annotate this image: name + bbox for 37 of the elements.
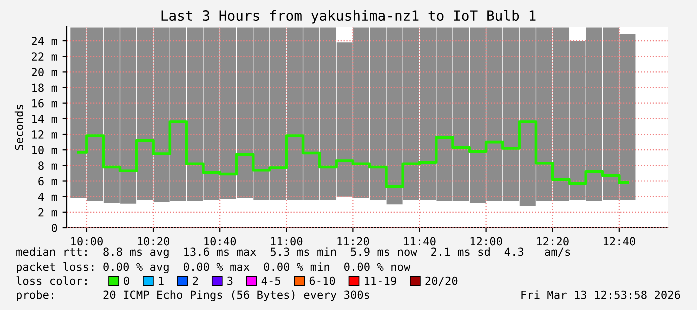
y-tick-label: 0	[52, 224, 58, 232]
y-axis-title: Seconds	[14, 105, 24, 150]
x-tick-label: 10:20	[138, 237, 170, 246]
y-tick-label: 12 m	[32, 130, 58, 139]
x-tick-label: 10:40	[204, 237, 236, 246]
legend-label: 20/20	[426, 276, 458, 286]
y-tick-label: 14 m	[32, 115, 58, 124]
x-tick-label: 11:00	[271, 237, 303, 246]
chart-title: Last 3 Hours from yakushima-nz1 to IoT Bulb 1	[162, 10, 536, 24]
x-tick-label: 12:00	[470, 237, 502, 246]
legend-label: 0	[124, 276, 130, 286]
y-tick-label: 4 m	[38, 192, 58, 202]
legend-label: 3	[228, 276, 233, 286]
text: probe: 20 ICMP Echo Pings (56 Bytes) every 300s	[17, 290, 370, 302]
x-tick-label: 11:20	[338, 237, 370, 246]
text: packet loss: 0.00 % avg 0.00 % max 0.00 % min 0.00 % now	[17, 262, 411, 274]
text: Fri Mar 13 12:53:58 2026	[522, 290, 680, 300]
legend-label: 4-5	[262, 276, 280, 286]
y-tick-label: 6 m	[38, 177, 58, 186]
y-tick-label: 22 m	[32, 52, 58, 61]
x-tick-label: 12:40	[604, 237, 636, 246]
legend-label: 2	[193, 276, 198, 286]
y-tick-label: 10 m	[32, 146, 58, 154]
x-tick-label: 10:00	[72, 237, 103, 246]
legend-title: loss color:	[16, 276, 87, 286]
y-tick-label: 18 m	[32, 84, 58, 92]
y-tick-label: 16 m	[32, 99, 58, 108]
y-tick-label: 2 m	[38, 208, 58, 217]
y-tick-label: 20 m	[32, 68, 58, 77]
legend-label: 1	[159, 276, 164, 286]
y-tick-label: 24 m	[32, 37, 58, 46]
text: median rtt: 8.8 ms avg 13.6 ms max 5.3 ms min 5.9 ms now 2.1 ms sd 4.3 am/s	[16, 248, 570, 258]
y-tick-label: 8 m	[38, 162, 58, 170]
legend-label: 6-10	[310, 276, 336, 286]
legend-label: 11-19	[365, 276, 396, 286]
x-tick-label: 11:40	[404, 237, 436, 246]
x-tick-label: 12:20	[537, 237, 569, 246]
